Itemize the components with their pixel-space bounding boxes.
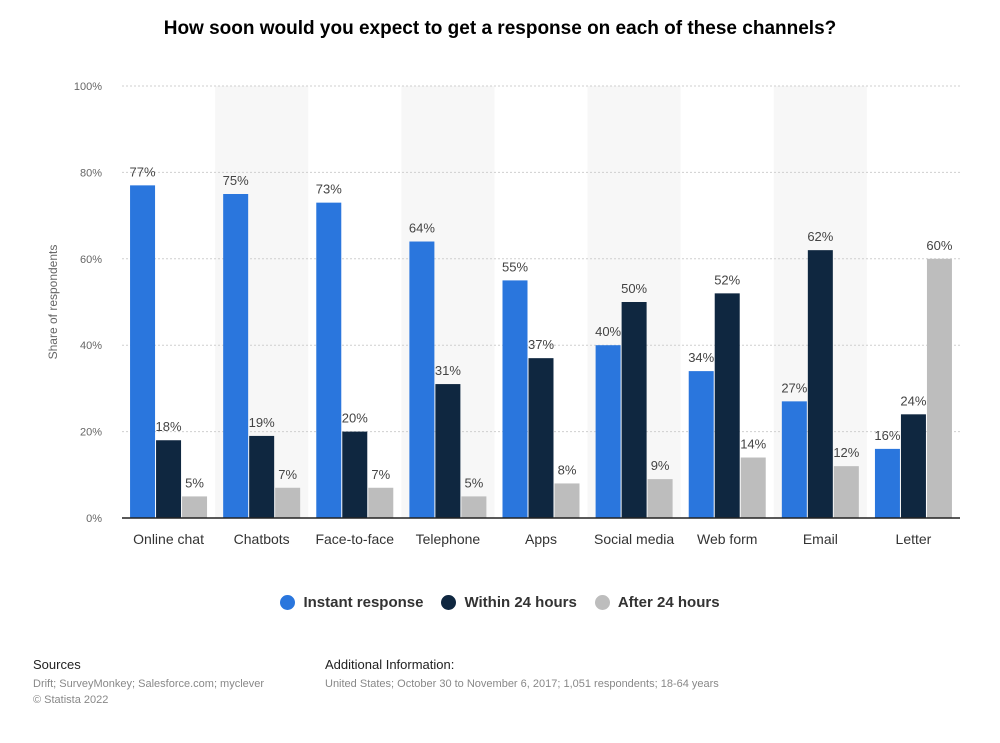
bar-instant-response-letter — [874, 448, 900, 518]
data-label: 7% — [278, 467, 297, 482]
data-label: 55% — [502, 259, 528, 274]
data-label: 64% — [409, 221, 435, 236]
legend-item-after-24-hours[interactable]: After 24 hours — [594, 594, 720, 611]
bar-after-24-hours-email — [833, 466, 859, 518]
bar-within-24-hours-letter — [900, 414, 926, 518]
legend-item-within-24-hours[interactable]: Within 24 hours — [441, 594, 577, 611]
y-tick-label: 80% — [80, 167, 102, 179]
copyright-text: © Statista 2022 — [33, 694, 109, 706]
bar-after-24-hours-telephone — [461, 496, 487, 518]
data-label: 50% — [621, 281, 647, 296]
bar-after-24-hours-face-to-face — [368, 487, 394, 518]
data-label: 20% — [342, 411, 368, 426]
bar-instant-response-online-chat — [130, 185, 156, 519]
data-label: 77% — [130, 164, 156, 179]
bar-instant-response-chatbots — [223, 194, 249, 518]
bar-instant-response-face-to-face — [316, 202, 342, 518]
legend-label-within-24-hours: Within 24 hours — [464, 594, 577, 611]
data-label: 9% — [651, 458, 670, 473]
bar-within-24-hours-apps — [528, 358, 554, 518]
bar-instant-response-web-form — [688, 371, 714, 518]
data-label: 37% — [528, 337, 554, 352]
y-tick-label: 100% — [74, 81, 102, 93]
data-label: 5% — [185, 475, 204, 490]
chart-title: How soon would you expect to get a respo… — [163, 18, 837, 39]
data-label: 18% — [156, 419, 182, 434]
x-tick-label: Web form — [697, 531, 757, 547]
legend-swatch-instant-response — [280, 595, 296, 610]
y-tick-label: 60% — [80, 254, 102, 266]
bar-after-24-hours-online-chat — [182, 496, 208, 518]
data-label: 8% — [558, 462, 577, 477]
data-label: 62% — [807, 229, 833, 244]
x-tick-label: Letter — [896, 531, 932, 547]
y-tick-label: 0% — [86, 513, 102, 525]
x-tick-label: Email — [803, 531, 838, 547]
bar-after-24-hours-apps — [554, 483, 580, 518]
bar-instant-response-apps — [502, 280, 528, 518]
data-label: 12% — [833, 445, 859, 460]
bar-within-24-hours-face-to-face — [342, 431, 368, 518]
bar-after-24-hours-social-media — [647, 479, 673, 518]
x-tick-label: Face-to-face — [315, 531, 394, 547]
additional-info-text: United States; October 30 to November 6,… — [325, 678, 719, 690]
x-tick-label: Chatbots — [234, 531, 290, 547]
bar-instant-response-telephone — [409, 241, 435, 518]
data-label: 19% — [249, 415, 275, 430]
data-label: 40% — [595, 324, 621, 339]
footer-additional-info: Additional Information: United States; O… — [325, 657, 719, 692]
footer-sources: Sources Drift; SurveyMonkey; Salesforce.… — [33, 657, 264, 708]
data-label: 60% — [926, 238, 952, 253]
y-axis-label: Share of respondents — [46, 245, 60, 360]
bar-after-24-hours-web-form — [740, 457, 766, 518]
bar-within-24-hours-chatbots — [249, 435, 275, 518]
data-label: 24% — [900, 393, 926, 408]
x-tick-label: Telephone — [416, 531, 481, 547]
sources-text[interactable]: Drift; SurveyMonkey; Salesforce.com; myc… — [33, 678, 265, 690]
legend-label-after-24-hours: After 24 hours — [617, 594, 720, 611]
bar-after-24-hours-letter — [926, 258, 952, 518]
legend-swatch-after-24-hours — [594, 595, 610, 610]
legend-label-instant-response: Instant response — [303, 594, 424, 611]
bar-within-24-hours-email — [807, 250, 833, 518]
bar-instant-response-social-media — [595, 345, 621, 518]
legend: Instant response Within 24 hours After 2… — [0, 594, 1000, 611]
additional-info-heading: Additional Information: — [325, 657, 455, 672]
bar-within-24-hours-social-media — [621, 302, 647, 518]
data-label: 52% — [714, 272, 740, 287]
data-label: 73% — [316, 182, 342, 197]
legend-item-instant-response[interactable]: Instant response — [280, 594, 423, 611]
x-tick-label: Apps — [525, 531, 557, 547]
data-label: 5% — [464, 475, 483, 490]
bar-within-24-hours-telephone — [435, 384, 461, 518]
bar-within-24-hours-online-chat — [156, 440, 182, 518]
data-label: 31% — [435, 363, 461, 378]
bar-within-24-hours-web-form — [714, 293, 740, 518]
data-label: 16% — [874, 428, 900, 443]
data-label: 14% — [740, 437, 766, 452]
sources-heading: Sources — [33, 657, 81, 672]
y-tick-label: 20% — [80, 427, 102, 439]
data-label: 7% — [371, 467, 390, 482]
data-label: 34% — [688, 350, 714, 365]
legend-swatch-within-24-hours — [441, 595, 457, 610]
data-label: 27% — [781, 380, 807, 395]
bar-after-24-hours-chatbots — [275, 487, 301, 518]
bar-instant-response-email — [781, 401, 807, 518]
y-tick-label: 40% — [80, 340, 102, 352]
x-tick-label: Social media — [594, 531, 674, 547]
data-label: 75% — [223, 173, 249, 188]
x-tick-label: Online chat — [133, 531, 204, 547]
